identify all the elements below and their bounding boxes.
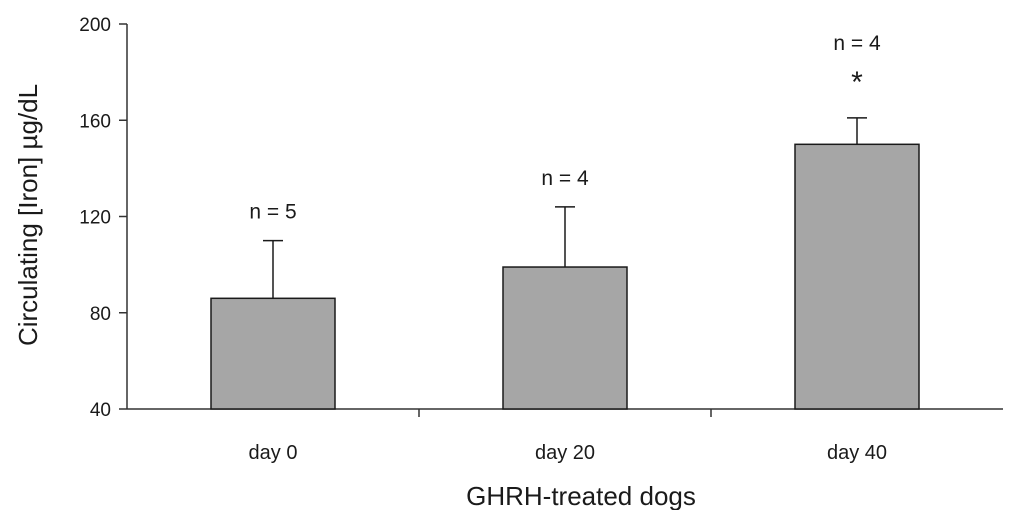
x-axis-title: GHRH-treated dogs xyxy=(466,481,696,510)
y-axis: 40 80 120 160 200 xyxy=(79,15,128,421)
y-tick-label: 200 xyxy=(79,15,111,36)
sample-size-label: n = 4 xyxy=(541,167,589,190)
bars-group xyxy=(210,117,920,410)
x-category-label: day 0 xyxy=(249,442,298,464)
significance-marker: * xyxy=(851,66,863,99)
x-category-label: day 40 xyxy=(827,442,887,464)
labels-group: n = 5 n = 4 n = 4 * xyxy=(249,32,881,224)
y-tick-label: 40 xyxy=(90,400,111,421)
bar xyxy=(210,297,336,410)
sample-size-label: n = 4 xyxy=(833,32,881,55)
bar xyxy=(502,266,628,410)
y-axis-title: Circulating [Iron] µg/dL xyxy=(13,84,43,346)
bar xyxy=(794,143,920,410)
x-axis: day 0 day 20 day 40 xyxy=(127,408,1003,464)
y-tick-label: 160 xyxy=(79,111,111,132)
y-tick-label: 80 xyxy=(90,304,111,325)
y-tick-label: 120 xyxy=(79,208,111,229)
sample-size-label: n = 5 xyxy=(249,201,296,224)
x-category-label: day 20 xyxy=(535,442,595,464)
